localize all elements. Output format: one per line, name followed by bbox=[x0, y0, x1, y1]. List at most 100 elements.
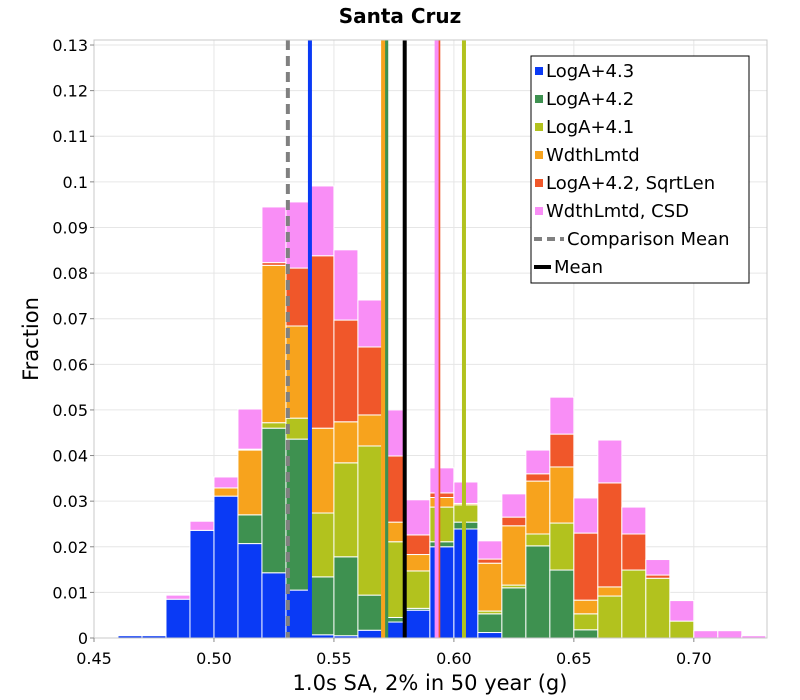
bar-wdthlmtd-0.51 bbox=[237, 449, 263, 516]
bar-wdthlmtd-csd-0.49 bbox=[189, 520, 215, 531]
bar-loga-4-3-0.58 bbox=[405, 609, 431, 639]
bar-wdthlmtd-csd-0.52 bbox=[261, 206, 287, 264]
bar-loga-4-2-0.63 bbox=[525, 545, 551, 639]
bar-loga-4-2-sqrtlen-0.54 bbox=[309, 255, 335, 429]
bar-loga-4-1-0.69 bbox=[669, 620, 695, 639]
legend-swatch-loga-4-2-sqrtlen bbox=[535, 179, 543, 187]
x-tick-label: 0.70 bbox=[676, 649, 712, 668]
x-tick-label: 0.55 bbox=[316, 649, 352, 668]
bar-loga-4-2-0.52 bbox=[261, 427, 287, 574]
bar-loga-4-2-sqrtlen-0.63 bbox=[525, 473, 551, 482]
bar-loga-4-2-0.64 bbox=[549, 569, 575, 639]
y-tick-label: 0 bbox=[78, 629, 88, 648]
x-tick-label: 0.60 bbox=[436, 649, 472, 668]
bar-wdthlmtd-csd-0.59 bbox=[429, 467, 455, 494]
bar-loga-4-3-0.53 bbox=[285, 589, 311, 639]
bar-loga-4-1-0.55 bbox=[333, 462, 359, 558]
y-tick-label: 0.04 bbox=[52, 447, 88, 466]
bar-wdthlmtd-0.59 bbox=[429, 497, 455, 508]
bar-wdthlmtd-0.55 bbox=[333, 421, 359, 464]
y-tick-label: 0.05 bbox=[52, 401, 88, 420]
y-tick-label: 0.09 bbox=[52, 218, 88, 237]
bar-loga-4-2-sqrtlen-0.56 bbox=[357, 346, 383, 416]
legend-swatch-loga-4-3 bbox=[535, 67, 543, 75]
bar-loga-4-1-0.63 bbox=[525, 533, 551, 547]
y-tick-label: 0.03 bbox=[52, 492, 88, 511]
y-tick-label: 0.13 bbox=[52, 36, 88, 55]
bar-wdthlmtd-csd-0.58 bbox=[405, 499, 431, 536]
bar-loga-4-2-0.56 bbox=[357, 594, 383, 631]
bar-wdthlmtd-0.50 bbox=[213, 487, 239, 497]
bar-loga-4-1-0.54 bbox=[309, 512, 335, 578]
bar-loga-4-3-0.59 bbox=[429, 546, 455, 639]
y-tick-label: 0.02 bbox=[52, 538, 88, 557]
bar-loga-4-1-0.56 bbox=[357, 445, 383, 596]
legend-label-comparison-mean: Comparison Mean bbox=[567, 229, 730, 250]
legend-label-wdthlmtd-csd: WdthLmtd, CSD bbox=[546, 201, 689, 222]
bar-wdthlmtd-0.64 bbox=[549, 466, 575, 524]
x-tick-label: 0.50 bbox=[196, 649, 232, 668]
x-tick-label: 0.65 bbox=[556, 649, 592, 668]
bar-loga-4-2-0.55 bbox=[333, 556, 359, 637]
bar-loga-4-2-0.62 bbox=[501, 587, 527, 639]
bar-wdthlmtd-csd-0.51 bbox=[237, 408, 263, 450]
bar-wdthlmtd-csd-0.65 bbox=[573, 497, 599, 534]
legend-label-loga-4-2: LogA+4.2 bbox=[546, 89, 634, 110]
bar-wdthlmtd-csd-0.67 bbox=[621, 506, 647, 535]
bar-wdthlmtd-csd-0.63 bbox=[525, 449, 551, 475]
legend-swatch-loga-4-1 bbox=[535, 123, 543, 131]
x-axis-label: 1.0s SA, 2% in 50 year (g) bbox=[293, 671, 568, 695]
bar-wdthlmtd-csd-0.64 bbox=[549, 396, 575, 435]
bar-wdthlmtd-0.63 bbox=[525, 480, 551, 535]
bar-wdthlmtd-csd-0.62 bbox=[501, 493, 527, 518]
bar-loga-4-2-sqrtlen-0.67 bbox=[621, 533, 647, 571]
plot-border bbox=[93, 39, 768, 639]
bar-loga-4-2-sqrtlen-0.55 bbox=[333, 319, 359, 423]
bar-loga-4-1-0.64 bbox=[549, 522, 575, 571]
bar-loga-4-3-0.49 bbox=[189, 529, 215, 639]
bar-wdthlmtd-csd-0.71 bbox=[717, 630, 743, 639]
y-tick-label: 0.08 bbox=[52, 264, 88, 283]
bar-loga-4-2-0.59 bbox=[429, 541, 455, 548]
mean-lines bbox=[285, 40, 466, 638]
legend-label-loga-4-3: LogA+4.3 bbox=[546, 61, 634, 82]
bar-loga-4-1-0.59 bbox=[429, 506, 455, 543]
bar-wdthlmtd-csd-0.69 bbox=[669, 600, 695, 622]
bar-wdthlmtd-csd-0.48 bbox=[165, 594, 191, 600]
bar-loga-4-2-sqrtlen-0.59 bbox=[429, 492, 455, 499]
bar-loga-4-2-0.51 bbox=[237, 514, 263, 545]
bar-wdthlmtd-0.66 bbox=[597, 586, 623, 597]
bar-loga-4-2-sqrtlen-0.66 bbox=[597, 482, 623, 588]
x-axis-ticks: 0.45 0.50 0.55 0.60 0.65 0.70 bbox=[76, 638, 712, 668]
bar-loga-4-2-sqrtlen-0.58 bbox=[405, 534, 431, 556]
bar-loga-4-1-0.67 bbox=[621, 569, 647, 639]
x-tick-label: 0.45 bbox=[76, 649, 112, 668]
legend-swatch-loga-4-2 bbox=[535, 95, 543, 103]
bar-loga-4-3-0.50 bbox=[213, 495, 239, 639]
bar-loga-4-2-sqrtlen-0.64 bbox=[549, 433, 575, 468]
bar-wdthlmtd-csd-0.50 bbox=[213, 476, 239, 489]
bar-wdthlmtd-csd-0.66 bbox=[597, 439, 623, 484]
bar-wdthlmtd-csd-0.61 bbox=[477, 540, 503, 560]
bar-wdthlmtd-0.58 bbox=[405, 554, 431, 572]
y-tick-label: 0.01 bbox=[52, 583, 88, 602]
bar-loga-4-2-0.65 bbox=[573, 629, 599, 639]
histogram-bars bbox=[117, 185, 767, 639]
bar-wdthlmtd-0.52 bbox=[261, 264, 287, 424]
y-tick-label: 0.07 bbox=[52, 310, 88, 329]
bar-loga-4-3-0.48 bbox=[165, 598, 191, 639]
bar-wdthlmtd-csd-0.54 bbox=[309, 185, 335, 257]
legend-label-mean: Mean bbox=[554, 257, 603, 278]
bar-loga-4-1-0.66 bbox=[597, 595, 623, 639]
bar-loga-4-3-0.56 bbox=[357, 629, 383, 639]
bar-wdthlmtd-0.56 bbox=[357, 414, 383, 447]
bar-loga-4-1-0.52 bbox=[261, 422, 287, 429]
bar-wdthlmtd-csd-0.68 bbox=[645, 559, 671, 576]
legend: LogA+4.3 LogA+4.2 LogA+4.1 WdthLmtd LogA+4.2… bbox=[530, 55, 750, 284]
bar-loga-4-2-sqrtlen-0.65 bbox=[573, 532, 599, 601]
bar-loga-4-3-0.51 bbox=[237, 543, 263, 639]
bar-loga-4-2-0.61 bbox=[477, 613, 503, 634]
y-tick-label: 0.1 bbox=[63, 173, 88, 192]
